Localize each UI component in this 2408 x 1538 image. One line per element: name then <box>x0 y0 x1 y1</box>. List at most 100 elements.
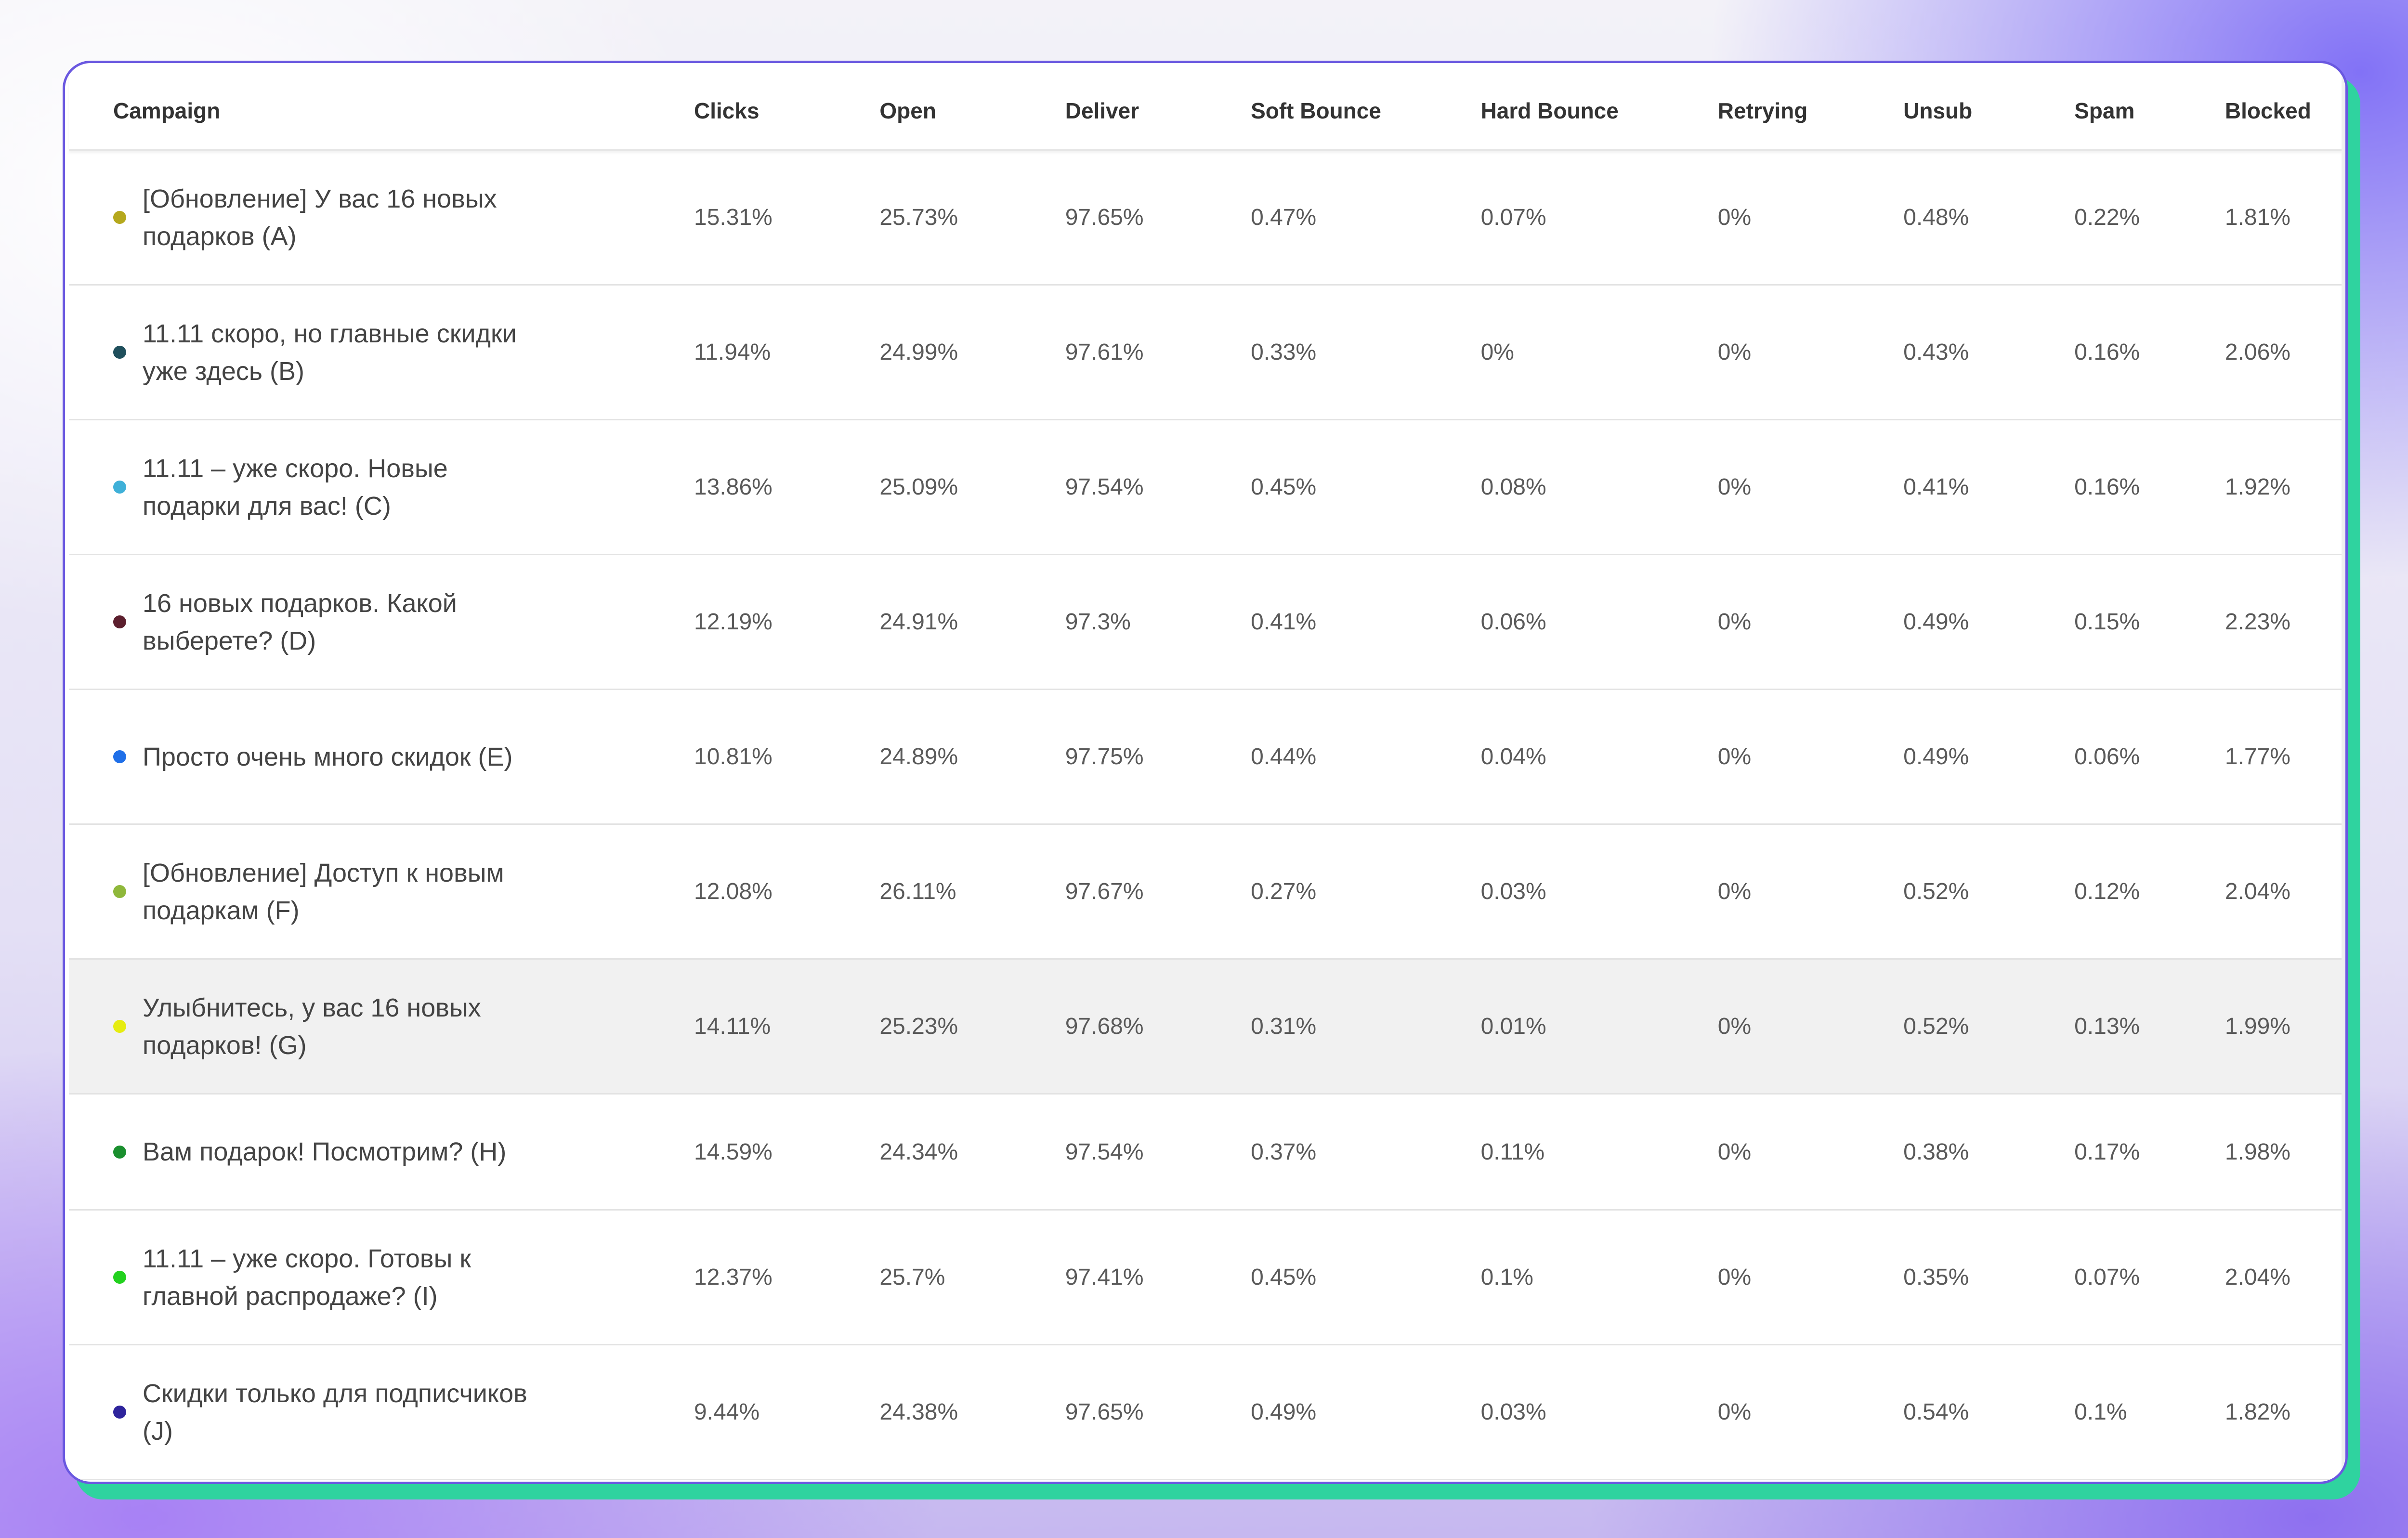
campaign-cell: 16 новых подарков. Какой выберете? (D) <box>69 585 694 660</box>
campaign-name: Просто очень много скидок (E) <box>143 742 513 771</box>
soft-bounce-value: 0.37% <box>1251 1139 1317 1165</box>
column-header-clicks[interactable]: Clicks <box>694 98 759 123</box>
table-row[interactable]: Скидки только для подписчиков (J) 9.44% … <box>69 1345 2343 1480</box>
retrying-value: 0% <box>1717 879 1752 904</box>
hard-bounce-value: 0.03% <box>1480 1399 1546 1425</box>
unsub-value: 0.48% <box>1903 205 1969 230</box>
open-value: 24.38% <box>879 1399 958 1425</box>
table-row[interactable]: 11.11 – уже скоро. Готовы к главной расп… <box>69 1211 2343 1345</box>
campaign-name: 11.11 – уже скоро. Новые подарки для вас… <box>143 454 448 521</box>
series-color-dot <box>113 481 126 494</box>
deliver-value: 97.75% <box>1065 744 1144 769</box>
open-value: 25.23% <box>879 1014 958 1039</box>
unsub-value: 0.49% <box>1903 744 1969 769</box>
series-color-dot <box>113 615 126 628</box>
retrying-value: 0% <box>1717 339 1752 365</box>
campaign-cell: 11.11 скоро, но главные скидки уже здесь… <box>69 315 694 390</box>
spam-value: 0.22% <box>2074 205 2140 230</box>
column-header-campaign[interactable]: Campaign <box>113 98 221 123</box>
table-row-highlighted[interactable]: Улыбнитесь, у вас 16 новых подарков! (G)… <box>69 960 2343 1095</box>
clicks-value: 12.19% <box>694 609 772 635</box>
retrying-value: 0% <box>1717 1014 1752 1039</box>
open-value: 26.11% <box>879 879 956 904</box>
table-row[interactable]: [Обновление] Доступ к новым подаркам (F)… <box>69 825 2343 960</box>
campaign-name: 11.11 – уже скоро. Готовы к главной расп… <box>143 1244 471 1311</box>
unsub-value: 0.38% <box>1903 1139 1969 1165</box>
column-header-spam[interactable]: Spam <box>2074 98 2135 123</box>
campaign-stats-table: Campaign Clicks Open Deliver Soft Bounce… <box>69 73 2343 1480</box>
column-header-blocked[interactable]: Blocked <box>2225 98 2311 123</box>
campaign-cell: Просто очень много скидок (E) <box>69 738 694 776</box>
column-header-hard-bounce[interactable]: Hard Bounce <box>1480 98 1619 123</box>
campaign-cell: 11.11 – уже скоро. Готовы к главной расп… <box>69 1240 694 1315</box>
hard-bounce-value: 0.11% <box>1480 1139 1545 1165</box>
deliver-value: 97.3% <box>1065 609 1131 635</box>
open-value: 24.99% <box>879 339 958 365</box>
retrying-value: 0% <box>1717 744 1752 769</box>
column-header-unsub[interactable]: Unsub <box>1903 98 1973 123</box>
table-row[interactable]: Просто очень много скидок (E) 10.81% 24.… <box>69 690 2343 825</box>
unsub-value: 0.52% <box>1903 879 1969 904</box>
clicks-value: 10.81% <box>694 744 772 769</box>
spam-value: 0.17% <box>2074 1139 2140 1165</box>
retrying-value: 0% <box>1717 1264 1752 1290</box>
hard-bounce-value: 0.08% <box>1480 474 1546 500</box>
table-header: Campaign Clicks Open Deliver Soft Bounce… <box>69 73 2343 151</box>
clicks-value: 14.59% <box>694 1139 772 1165</box>
table-row[interactable]: [Обновление] У вас 16 новых подарков (A)… <box>69 151 2343 286</box>
campaign-name: Улыбнитесь, у вас 16 новых подарков! (G) <box>143 993 481 1060</box>
unsub-value: 0.52% <box>1903 1014 1969 1039</box>
hard-bounce-value: 0.07% <box>1480 205 1546 230</box>
deliver-value: 97.65% <box>1065 205 1144 230</box>
table-row[interactable]: 11.11 скоро, но главные скидки уже здесь… <box>69 286 2343 420</box>
series-color-dot <box>113 346 126 359</box>
clicks-value: 14.11% <box>694 1014 771 1039</box>
hard-bounce-value: 0.06% <box>1480 609 1546 635</box>
campaign-cell: 11.11 – уже скоро. Новые подарки для вас… <box>69 450 694 525</box>
spam-value: 0.15% <box>2074 609 2140 635</box>
series-color-dot <box>113 1271 126 1284</box>
table-row[interactable]: 11.11 – уже скоро. Новые подарки для вас… <box>69 420 2343 555</box>
column-header-deliver[interactable]: Deliver <box>1065 98 1139 123</box>
series-color-dot <box>113 1020 126 1033</box>
clicks-value: 11.94% <box>694 339 771 365</box>
deliver-value: 97.67% <box>1065 879 1144 904</box>
blocked-value: 1.99% <box>2225 1014 2290 1039</box>
campaign-cell: Вам подарок! Посмотрим? (H) <box>69 1133 694 1171</box>
unsub-value: 0.54% <box>1903 1399 1969 1425</box>
spam-value: 0.12% <box>2074 879 2140 904</box>
series-color-dot <box>113 1145 126 1159</box>
unsub-value: 0.43% <box>1903 339 1969 365</box>
campaign-cell: Скидки только для подписчиков (J) <box>69 1375 694 1450</box>
soft-bounce-value: 0.27% <box>1251 879 1317 904</box>
spam-value: 0.13% <box>2074 1014 2140 1039</box>
spam-value: 0.1% <box>2074 1399 2127 1425</box>
column-header-soft-bounce[interactable]: Soft Bounce <box>1251 98 1381 123</box>
campaign-name: [Обновление] У вас 16 новых подарков (A) <box>143 184 497 251</box>
soft-bounce-value: 0.49% <box>1251 1399 1317 1425</box>
campaign-name: 11.11 скоро, но главные скидки уже здесь… <box>143 319 517 386</box>
blocked-value: 1.82% <box>2225 1399 2290 1425</box>
retrying-value: 0% <box>1717 1399 1752 1425</box>
blocked-value: 1.92% <box>2225 474 2290 500</box>
soft-bounce-value: 0.44% <box>1251 744 1317 769</box>
soft-bounce-value: 0.41% <box>1251 609 1317 635</box>
deliver-value: 97.41% <box>1065 1264 1144 1290</box>
spam-value: 0.07% <box>2074 1264 2140 1290</box>
hard-bounce-value: 0.03% <box>1480 879 1546 904</box>
campaign-name: Скидки только для подписчиков (J) <box>143 1379 527 1446</box>
table-row[interactable]: 16 новых подарков. Какой выберете? (D) 1… <box>69 555 2343 690</box>
open-value: 24.34% <box>879 1139 958 1165</box>
retrying-value: 0% <box>1717 1139 1752 1165</box>
column-header-retrying[interactable]: Retrying <box>1717 98 1808 123</box>
open-value: 24.89% <box>879 744 958 769</box>
hard-bounce-value: 0.1% <box>1480 1264 1533 1290</box>
blocked-value: 2.06% <box>2225 339 2290 365</box>
clicks-value: 15.31% <box>694 205 772 230</box>
table-row[interactable]: Вам подарок! Посмотрим? (H) 14.59% 24.34… <box>69 1095 2343 1211</box>
open-value: 25.7% <box>879 1264 945 1290</box>
retrying-value: 0% <box>1717 609 1752 635</box>
hard-bounce-value: 0.01% <box>1480 1014 1546 1039</box>
column-header-open[interactable]: Open <box>879 98 936 123</box>
soft-bounce-value: 0.33% <box>1251 339 1317 365</box>
